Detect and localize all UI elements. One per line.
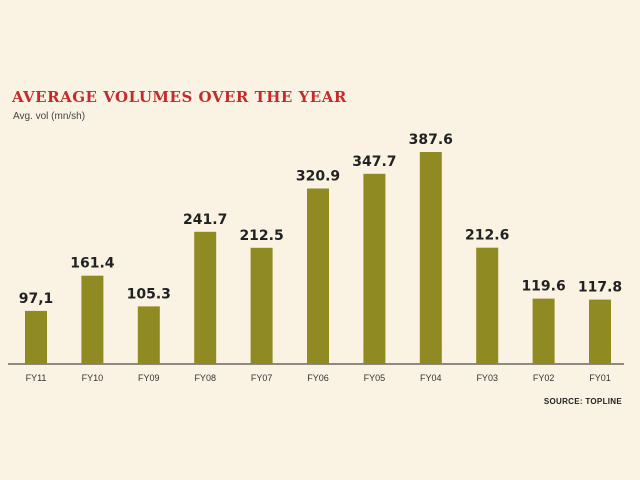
- bar-fy07: [250, 247, 273, 364]
- data-label-fy09: 105.3: [127, 286, 171, 302]
- data-label-fy02: 119.6: [521, 279, 565, 295]
- x-tick-fy03: FY03: [476, 373, 498, 383]
- data-label-fy07: 212.5: [239, 228, 283, 244]
- x-tick-fy08: FY08: [194, 373, 216, 383]
- bar-fy08: [194, 231, 217, 364]
- x-tick-fy05: FY05: [364, 373, 386, 383]
- bar-fy10: [81, 275, 104, 364]
- bar-fy11: [25, 310, 47, 364]
- data-label-fy11: 97,1: [19, 291, 54, 307]
- source-note: SOURCE: TOPLINE: [543, 397, 622, 406]
- bar-fy05: [363, 173, 386, 364]
- data-label-fy04: 387.6: [409, 132, 453, 148]
- data-label-fy06: 320.9: [296, 169, 340, 185]
- data-label-fy05: 347.7: [352, 154, 396, 170]
- bar-fy09: [137, 306, 160, 364]
- x-tick-fy01: FY01: [589, 373, 611, 383]
- x-tick-fy11: FY11: [26, 373, 47, 383]
- x-tick-fy04: FY04: [420, 373, 442, 383]
- chart-title: AVERAGE VOLUMES OVER THE YEAR: [12, 88, 347, 106]
- y-axis-label: Avg. vol (mn/sh): [13, 111, 86, 122]
- x-tick-fy07: FY07: [251, 373, 273, 383]
- x-tick-fy10: FY10: [82, 373, 104, 383]
- bar-fy06: [307, 188, 329, 364]
- bar-fy01: [589, 299, 611, 364]
- x-tick-fy09: FY09: [138, 373, 160, 383]
- bar-fy03: [476, 247, 499, 364]
- bar-fy02: [532, 298, 555, 364]
- x-tick-fy06: FY06: [307, 373, 329, 383]
- data-label-fy10: 161.4: [70, 256, 115, 272]
- data-label-fy03: 212.6: [465, 228, 509, 244]
- data-label-fy01: 117.8: [578, 280, 622, 296]
- bar-fy04: [419, 152, 442, 364]
- data-label-fy08: 241.7: [183, 212, 227, 228]
- x-tick-fy02: FY02: [533, 373, 555, 383]
